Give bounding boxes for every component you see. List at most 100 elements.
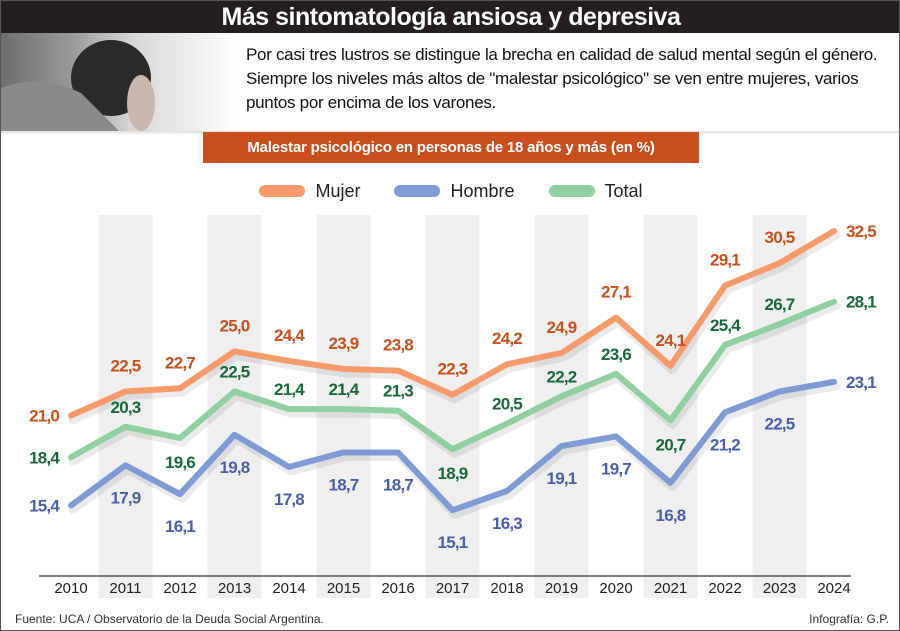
data-label: 20,5 — [492, 395, 522, 414]
woman-photo — [1, 33, 241, 133]
data-label: 16,3 — [492, 514, 522, 533]
legend-swatch — [394, 185, 441, 197]
series-shadow — [68, 230, 841, 425]
legend-label: Total — [604, 180, 643, 201]
data-label: 20,7 — [656, 435, 686, 454]
credit-note: Infografía: G.P. — [809, 612, 889, 626]
data-label: 24,9 — [547, 318, 577, 337]
data-point — [123, 424, 128, 429]
data-point — [559, 350, 564, 355]
data-point — [614, 315, 618, 320]
data-label: 23,8 — [383, 336, 413, 355]
data-point — [505, 421, 509, 426]
data-point — [832, 229, 836, 234]
data-label: 15,4 — [29, 496, 60, 515]
data-point — [232, 432, 237, 437]
data-point — [69, 455, 73, 460]
data-label: 24,4 — [274, 326, 305, 345]
data-label: 16,8 — [656, 506, 686, 525]
data-point — [69, 503, 73, 508]
x-tick-label: 2019 — [545, 580, 578, 597]
data-point — [178, 386, 182, 391]
data-label: 21,0 — [29, 407, 59, 426]
data-label: 28,1 — [846, 293, 876, 312]
data-label: 23,6 — [601, 345, 631, 364]
x-tick-label: 2012 — [163, 580, 196, 597]
column-shade — [752, 215, 807, 598]
data-label: 22,5 — [765, 414, 795, 433]
data-point — [723, 283, 727, 288]
data-point — [341, 450, 346, 455]
data-point — [505, 362, 509, 367]
data-point — [777, 261, 782, 266]
data-point — [287, 464, 291, 469]
data-label: 30,5 — [765, 228, 795, 247]
legend-label: Mujer — [315, 180, 361, 201]
data-label: 27,1 — [601, 283, 631, 302]
column-shade — [425, 215, 480, 598]
data-label: 19,7 — [601, 459, 631, 478]
data-point — [287, 407, 291, 412]
x-tick-label: 2011 — [109, 580, 141, 597]
column-shade — [98, 215, 153, 598]
data-point — [832, 299, 836, 304]
data-label: 16,1 — [165, 517, 195, 536]
series-shadow — [68, 381, 841, 519]
data-point — [396, 408, 400, 413]
data-label: 32,5 — [846, 222, 876, 241]
x-tick-label: 2014 — [272, 580, 305, 597]
data-point — [505, 488, 509, 493]
intro-text: Por casi tres lustros se distingue la br… — [246, 45, 878, 112]
data-point — [559, 444, 564, 449]
x-tick-label: 2024 — [817, 580, 850, 597]
legend-item-total: Total — [548, 180, 643, 202]
data-label: 22,3 — [438, 360, 468, 379]
data-label: 18,7 — [383, 475, 413, 494]
source-note: Fuente: UCA / Observatorio de la Deuda S… — [15, 612, 324, 626]
x-tick-label: 2010 — [54, 580, 87, 597]
data-point — [123, 389, 128, 394]
data-label: 24,1 — [656, 331, 686, 350]
data-label: 18,4 — [29, 448, 60, 467]
x-tick-label: 2023 — [763, 580, 796, 597]
data-point — [450, 508, 455, 513]
data-point — [777, 389, 782, 394]
x-tick-label: 2022 — [708, 580, 741, 597]
x-tick-label: 2017 — [436, 580, 469, 597]
x-tick-label: 2015 — [327, 580, 360, 597]
data-point — [178, 436, 182, 441]
data-label: 17,8 — [274, 490, 304, 509]
data-point — [777, 322, 782, 327]
data-label: 21,2 — [710, 435, 740, 454]
data-point — [668, 363, 673, 368]
x-tick-label: 2020 — [599, 580, 632, 597]
data-label: 21,3 — [383, 382, 413, 401]
person-silhouette-icon — [1, 40, 155, 133]
legend-item-hombre: Hombre — [394, 180, 515, 202]
data-point — [232, 389, 237, 394]
data-label: 17,9 — [111, 488, 141, 507]
data-point — [450, 447, 455, 452]
x-tick-label: 2021 — [654, 580, 687, 597]
data-label: 22,7 — [165, 353, 195, 372]
data-point — [123, 463, 128, 468]
data-label: 22,5 — [111, 356, 141, 375]
data-point — [668, 480, 673, 485]
legend-label: Hombre — [450, 180, 515, 201]
series-shadow — [68, 301, 841, 466]
data-point — [450, 392, 455, 397]
data-point — [614, 434, 618, 439]
data-label: 18,9 — [438, 464, 468, 483]
data-point — [832, 379, 836, 384]
data-point — [559, 394, 564, 399]
data-label: 22,2 — [547, 367, 577, 386]
data-point — [232, 349, 237, 354]
data-label: 19,8 — [220, 458, 250, 477]
page-title: Más sintomatología ansiosa y depresiva — [1, 1, 899, 33]
legend-swatch — [548, 185, 595, 197]
data-label: 23,1 — [846, 373, 876, 392]
data-label: 26,7 — [765, 295, 795, 314]
data-label: 19,1 — [547, 469, 577, 488]
data-point — [287, 359, 291, 364]
